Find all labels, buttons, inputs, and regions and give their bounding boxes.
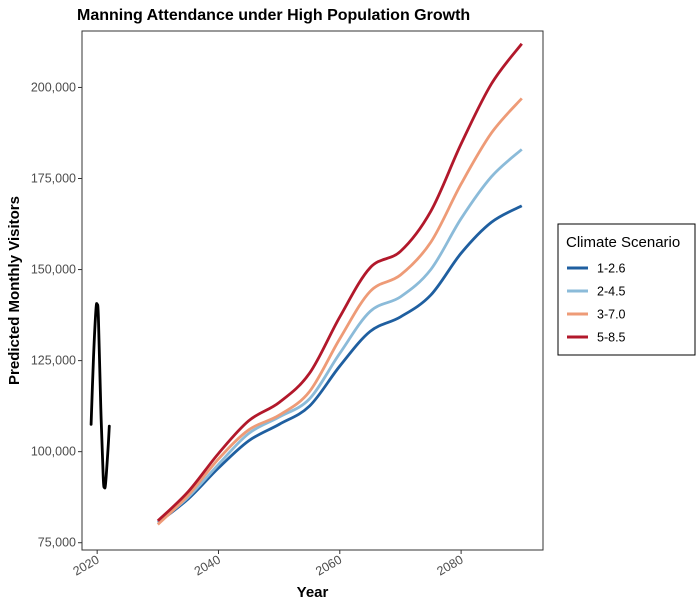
x-axis-title: Year xyxy=(297,584,329,601)
x-tick-label: 2060 xyxy=(313,552,344,578)
y-tick-label: 75,000 xyxy=(38,536,76,550)
y-tick-label: 125,000 xyxy=(31,354,76,368)
legend-items: 1-2.6 2-4.5 3-7.0 5-8.5 xyxy=(567,262,626,345)
legend-label-5-8.5: 5-8.5 xyxy=(597,331,626,345)
series-line-3-7.0 xyxy=(156,97,523,526)
historical-line xyxy=(89,302,111,490)
legend-label-3-7.0: 3-7.0 xyxy=(597,308,626,322)
series-line-5-8.5 xyxy=(156,42,523,522)
y-tick-label: 175,000 xyxy=(31,172,76,186)
legend-title: Climate Scenario xyxy=(566,234,680,251)
series-line-2-4.5 xyxy=(156,148,523,524)
legend-label-1-2.6: 1-2.6 xyxy=(597,262,626,276)
plot-panel xyxy=(81,30,544,551)
legend: Climate Scenario 1-2.6 2-4.5 3-7.0 5-8.5 xyxy=(557,223,696,356)
series-lines xyxy=(89,42,523,526)
y-tick-label: 150,000 xyxy=(31,263,76,277)
x-tick-label: 2040 xyxy=(192,552,223,578)
chart-title: Manning Attendance under High Population… xyxy=(77,7,470,24)
legend-label-2-4.5: 2-4.5 xyxy=(597,285,626,299)
x-tick-label: 2020 xyxy=(71,552,102,578)
series-line-1-2.6 xyxy=(156,204,523,524)
y-tick-label: 100,000 xyxy=(31,445,76,459)
y-axis: 75,000 100,000 125,000 150,000 175,000 200,00… xyxy=(31,80,82,550)
x-axis: 2020 2040 2060 2080 xyxy=(71,550,466,579)
x-tick-label: 2080 xyxy=(435,552,466,578)
y-tick-label: 200,000 xyxy=(31,80,76,94)
y-axis-title: Predicted Monthly Visitors xyxy=(6,196,23,385)
